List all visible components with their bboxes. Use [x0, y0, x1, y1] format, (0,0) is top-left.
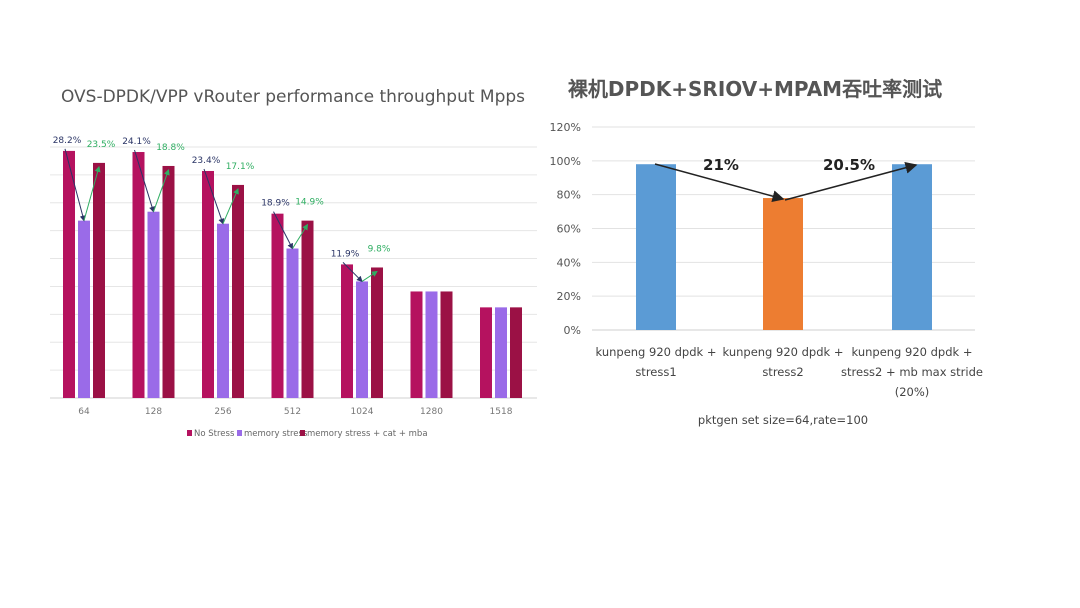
bar-memory-stress-cat-mba-512: [301, 220, 314, 398]
right-chart-xlabel: pktgen set size=64,rate=100: [698, 413, 868, 427]
x-tick-label: 1024: [351, 407, 374, 417]
drop-arrow: [654, 163, 785, 203]
recover-label: 14.9%: [295, 198, 324, 208]
y-tick-label: 80%: [557, 189, 581, 202]
recover-arrow: [153, 169, 170, 212]
x-category-label: stress1: [635, 365, 676, 379]
x-tick-label: 128: [145, 407, 162, 417]
recover-label: 18.8%: [156, 143, 185, 153]
left-chart: OVS-DPDK/VPP vRouter performance through…: [50, 87, 537, 439]
drop-label: 28.2%: [53, 136, 82, 146]
bar-memory-stress-1280: [425, 291, 438, 398]
drop-label: 23.4%: [192, 156, 221, 166]
x-category-label: kunpeng 920 dpdk +: [596, 345, 717, 359]
recover-arrow: [784, 161, 918, 201]
x-category-label: (20%): [895, 385, 930, 399]
legend-label-2: memory stress + cat + mba: [307, 429, 428, 439]
bar-memory-stress-cat-mba-128: [162, 165, 175, 398]
left-chart-title: OVS-DPDK/VPP vRouter performance through…: [61, 87, 525, 107]
bar-no-stress-1280: [410, 291, 423, 398]
y-tick-label: 120%: [550, 121, 581, 134]
y-tick-label: 20%: [557, 290, 581, 303]
legend-swatch: [237, 430, 242, 436]
bar-memory-stress-64: [78, 220, 90, 398]
recover-arrow: [361, 270, 378, 282]
y-tick-label: 60%: [557, 223, 581, 236]
drop-arrow: [64, 148, 86, 222]
bar-memory-stress-cat-mba-256: [232, 184, 244, 398]
bar-memory-stress-512: [286, 248, 299, 398]
y-tick-label: 0%: [564, 324, 581, 337]
bar-memory-stress-256: [217, 223, 229, 398]
right-chart-title: 裸机DPDK+SRIOV+MPAM吞吐率测试: [568, 77, 942, 101]
bar-no-stress-512: [271, 213, 284, 398]
recover-arrow: [222, 188, 239, 224]
x-category-label: kunpeng 920 dpdk +: [852, 345, 973, 359]
bar-memory-stress-128: [147, 211, 160, 398]
recover-label: 9.8%: [368, 244, 391, 254]
x-category-label: stress2: [762, 365, 803, 379]
x-category-label: kunpeng 920 dpdk +: [723, 345, 844, 359]
bar-1: [763, 198, 803, 330]
bar-no-stress-1024: [341, 264, 353, 398]
drop-arrow: [134, 149, 155, 213]
drop-label: 18.9%: [261, 199, 290, 209]
bar-no-stress-128: [132, 152, 145, 398]
recover-label: 23.5%: [87, 140, 116, 150]
recover-label: 17.1%: [226, 162, 255, 172]
x-tick-label: 64: [78, 407, 90, 417]
legend-swatch: [187, 430, 192, 436]
legend-label-0: No Stress: [194, 429, 235, 439]
y-tick-label: 100%: [550, 155, 581, 168]
legend-swatch: [300, 430, 305, 436]
bar-memory-stress-cat-mba-1280: [440, 291, 453, 398]
x-category-label: stress2 + mb max stride: [841, 365, 983, 379]
legend-label-1: memory stress: [244, 429, 308, 439]
bar-memory-stress-1024: [356, 281, 368, 398]
x-tick-label: 512: [284, 407, 301, 417]
bar-memory-stress-cat-mba-64: [93, 162, 105, 398]
recover-arrow: [292, 223, 309, 249]
x-tick-label: 256: [214, 407, 231, 417]
drop-arrow: [273, 211, 293, 250]
drop-label: 24.1%: [122, 137, 151, 147]
recover-arrow: [83, 165, 101, 221]
bar-no-stress-256: [202, 170, 214, 398]
drop-annotation: 21%: [703, 156, 739, 174]
x-tick-label: 1518: [490, 407, 513, 417]
drop-label: 11.9%: [331, 249, 360, 259]
drop-arrow: [203, 168, 225, 225]
bar-memory-stress-cat-mba-1024: [371, 267, 383, 398]
drop-arrow: [342, 262, 363, 283]
y-tick-label: 40%: [557, 256, 581, 269]
bar-memory-stress-cat-mba-1518: [510, 307, 522, 398]
right-chart: 裸机DPDK+SRIOV+MPAM吞吐率测试 pktgen set size=6…: [550, 77, 983, 427]
bar-0: [636, 164, 676, 330]
x-tick-label: 1280: [420, 407, 443, 417]
bar-memory-stress-1518: [495, 307, 507, 398]
bar-no-stress-64: [63, 150, 75, 398]
bar-no-stress-1518: [480, 307, 492, 398]
recover-annotation: 20.5%: [823, 156, 875, 174]
bar-2: [892, 164, 932, 330]
